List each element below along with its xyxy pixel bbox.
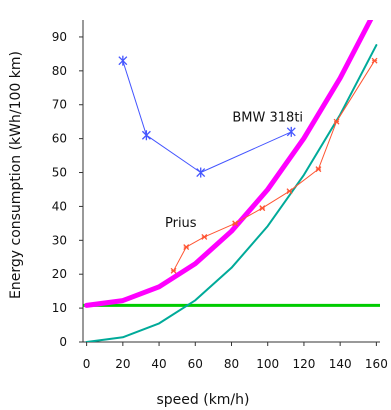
annotation-prius: Prius [165, 216, 197, 231]
x-tick-label: 140 [329, 357, 352, 371]
y-tick-label: 50 [52, 166, 67, 180]
y-tick-label: 60 [52, 132, 67, 146]
annotations: BMW 318ti Prius [165, 111, 303, 231]
x-tick-label: 120 [292, 357, 315, 371]
y-tick-label: 10 [52, 301, 67, 315]
y-tick-label: 40 [52, 199, 67, 213]
x-tick-label: 80 [224, 357, 239, 371]
y-axis-label: Energy consumption (kWh/100 km) [8, 51, 24, 299]
y-tick-label: 90 [52, 30, 67, 44]
x-tick-label: 0 [83, 357, 91, 371]
x-tick-label: 40 [151, 357, 166, 371]
y-tick-label: 0 [59, 335, 67, 349]
x-tick-label: 100 [256, 357, 279, 371]
y-tick-label: 20 [52, 267, 67, 281]
x-tick-label: 20 [115, 357, 130, 371]
y-tick-label: 30 [52, 233, 67, 247]
series-group [83, 20, 380, 342]
total-curve-line [84, 20, 374, 308]
y-tick-label: 70 [52, 98, 67, 112]
x-axis-label: speed (km/h) [156, 392, 249, 408]
axes [79, 20, 380, 346]
y-tick-label: 80 [52, 64, 67, 78]
aero-curve-line [85, 44, 378, 342]
annotation-bmw-318ti: BMW 318ti [232, 111, 303, 126]
tick-labels: 0 20 40 60 80 100 120 140 160 0 10 20 30 40 50 60 70 80 90 [52, 30, 388, 371]
prius-line [173, 60, 376, 272]
x-tick-label: 160 [365, 357, 388, 371]
bmw-318ti-line [122, 60, 292, 173]
x-tick-label: 60 [188, 357, 203, 371]
